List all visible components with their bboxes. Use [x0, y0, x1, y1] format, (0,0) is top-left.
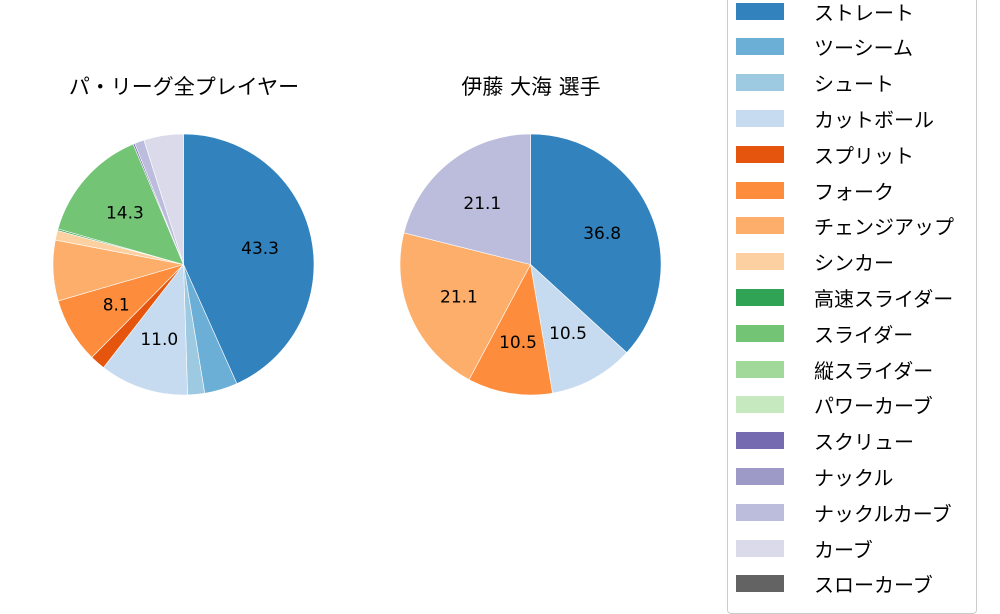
- legend-item: 高速スライダー: [736, 285, 954, 311]
- legend-item: スプリット: [736, 142, 914, 168]
- left-chart-title: パ・リーグ全プレイヤー: [68, 75, 300, 99]
- legend-swatch: [736, 539, 784, 557]
- legend-swatch: [736, 360, 784, 378]
- legend-swatch: [736, 288, 784, 306]
- legend-label: パワーカーブ: [814, 394, 933, 419]
- legend-swatch: [736, 503, 784, 521]
- slice-value-label: 10.5: [549, 324, 587, 344]
- legend-swatch: [736, 181, 784, 199]
- slice-value-label: 11.0: [140, 330, 178, 350]
- legend-swatch: [736, 74, 784, 92]
- legend-label: カットボール: [814, 107, 934, 132]
- legend-swatch: [736, 145, 784, 163]
- pie-slice: [143, 133, 184, 265]
- pie-slice: [468, 263, 553, 396]
- legend-swatch: [736, 253, 784, 271]
- pie-slice: [399, 232, 531, 381]
- legend-label: 高速スライダー: [814, 286, 954, 311]
- legend-item: フォーク: [736, 178, 894, 204]
- legend-label: スクリュー: [814, 430, 914, 455]
- legend-label: フォーク: [814, 179, 894, 204]
- slice-value-label: 36.8: [583, 224, 621, 244]
- pie-slice: [530, 133, 662, 354]
- legend-label: ストレート: [814, 0, 914, 25]
- legend-label: カーブ: [814, 537, 873, 562]
- pie-slice: [103, 263, 188, 396]
- slice-value-label: 21.1: [440, 287, 478, 307]
- legend-swatch: [736, 2, 784, 20]
- legend-item: 縦スライダー: [736, 357, 934, 383]
- pie-slice: [403, 133, 531, 265]
- legend-swatch: [736, 575, 784, 593]
- legend-item: スクリュー: [736, 429, 914, 455]
- legend-item: カットボール: [736, 106, 934, 132]
- slice-value-label: 8.1: [103, 296, 130, 316]
- legend-swatch: [736, 324, 784, 342]
- legend-label: ツーシーム: [814, 36, 913, 61]
- legend-item: パワーカーブ: [736, 393, 933, 419]
- legend-label: スプリット: [814, 143, 914, 168]
- legend-item: シンカー: [736, 250, 894, 276]
- legend-item: シュート: [736, 71, 894, 97]
- slice-value-label: 43.3: [241, 239, 279, 259]
- legend: ストレートツーシームシュートカットボール スプリットフォークチェンジアップ シンカー…: [727, 0, 977, 614]
- legend-label: シンカー: [814, 251, 894, 276]
- legend-swatch: [736, 396, 784, 414]
- right-chart-title: 伊藤 大海 選手: [461, 75, 601, 99]
- legend-label: スローカーブ: [814, 573, 933, 598]
- player-pie: 36.8 10.5 10.5 21.1 21.1: [399, 133, 662, 396]
- legend-swatch: [736, 38, 784, 56]
- pie-slice: [183, 133, 315, 385]
- legend-item: チェンジアップ: [736, 214, 954, 240]
- legend-item: スローカーブ: [736, 572, 933, 598]
- legend-item: ツーシーム: [736, 35, 913, 61]
- league-pie: 43.3 11.0 8.1 14.3: [52, 133, 315, 396]
- legend-label: シュート: [814, 72, 894, 97]
- pie-slice: [57, 143, 185, 265]
- slice-value-label: 10.5: [499, 333, 537, 353]
- legend-swatch: [736, 467, 784, 485]
- legend-label: スライダー: [814, 322, 914, 347]
- legend-item: ストレート: [736, 0, 914, 25]
- legend-label: ナックル: [814, 465, 894, 490]
- legend-label: 縦スライダー: [814, 358, 934, 383]
- legend-swatch: [736, 217, 784, 235]
- pie-slice: [530, 263, 628, 394]
- slice-value-label: 21.1: [463, 194, 501, 214]
- legend-swatch: [736, 432, 784, 450]
- pie-charts: 43.3 11.0 8.1 14.3 36.8 10.5 10.5 21.1 21.1: [52, 133, 662, 396]
- legend-label: チェンジアップ: [814, 215, 954, 240]
- slice-value-label: 14.3: [106, 204, 144, 224]
- legend-item: ナックル: [736, 464, 894, 490]
- legend-item: ナックルカーブ: [736, 500, 952, 526]
- legend-label: ナックルカーブ: [814, 501, 952, 526]
- legend-item: スライダー: [736, 321, 914, 347]
- legend-swatch: [736, 109, 784, 127]
- legend-item: カーブ: [736, 536, 873, 562]
